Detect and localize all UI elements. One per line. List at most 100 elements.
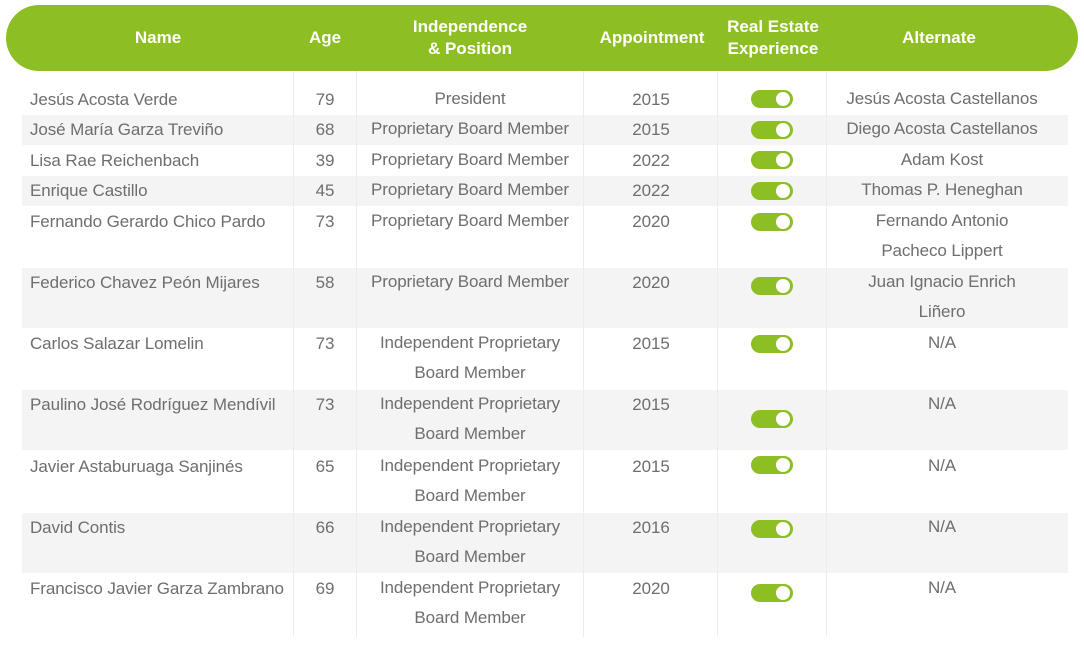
- toggle-knob: [776, 184, 790, 198]
- cell-name: Fernando Gerardo Chico Pardo: [30, 212, 266, 231]
- cell-age: 73: [315, 334, 335, 353]
- table-row: [22, 390, 1068, 450]
- cell-name: Jesús Acosta Verde: [30, 90, 178, 109]
- cell-appointment: 2020: [632, 579, 670, 598]
- toggle-knob: [776, 522, 790, 536]
- cell-appointment: 2015: [632, 90, 670, 109]
- cell-name: Enrique Castillo: [30, 181, 148, 200]
- table-row: [22, 268, 1068, 328]
- cell-appointment: 2016: [632, 518, 670, 537]
- cell-position: Proprietary Board Member: [371, 272, 569, 291]
- cell-alternate: Jesús Acosta Castellanos: [846, 89, 1038, 108]
- cell-position: Board Member: [414, 547, 526, 566]
- real-estate-toggle[interactable]: [751, 410, 793, 428]
- cell-age: 73: [315, 212, 335, 231]
- column-divider: [293, 71, 294, 637]
- header-appointment: Appointment: [599, 28, 705, 47]
- cell-alternate: Juan Ignacio Enrich: [868, 272, 1016, 291]
- cell-alternate: N/A: [927, 578, 957, 597]
- cell-name: José María Garza Treviño: [30, 120, 224, 139]
- cell-position: Board Member: [414, 363, 526, 382]
- cell-alternate: Diego Acosta Castellanos: [846, 119, 1038, 138]
- table-row: [22, 115, 1068, 145]
- cell-appointment: 2020: [632, 212, 670, 231]
- toggle-knob: [776, 337, 790, 351]
- toggle-knob: [776, 412, 790, 426]
- cell-name: Francisco Javier Garza Zambrano: [30, 579, 284, 598]
- cell-position: Independent Proprietary: [379, 517, 561, 536]
- cell-age: 45: [315, 181, 335, 200]
- cell-appointment: 2015: [632, 457, 670, 476]
- cell-alternate: Liñero: [918, 302, 966, 321]
- cell-name: Lisa Rae Reichenbach: [30, 151, 200, 170]
- cell-name: Carlos Salazar Lomelin: [30, 334, 204, 353]
- toggle-knob: [776, 586, 790, 600]
- cell-alternate: Fernando Antonio: [875, 211, 1009, 230]
- cell-appointment: 2022: [632, 151, 670, 170]
- cell-appointment: 2022: [632, 181, 670, 200]
- cell-alternate: N/A: [927, 333, 957, 352]
- real-estate-toggle[interactable]: [751, 456, 793, 474]
- cell-age: 66: [315, 518, 335, 537]
- header-age: Age: [308, 28, 342, 47]
- column-divider: [583, 71, 584, 637]
- cell-position: Independent Proprietary: [379, 578, 561, 597]
- toggle-knob: [776, 123, 790, 137]
- cell-age: 39: [315, 151, 335, 170]
- cell-age: 65: [315, 457, 335, 476]
- column-divider: [826, 71, 827, 637]
- cell-appointment: 2015: [632, 334, 670, 353]
- real-estate-toggle[interactable]: [751, 584, 793, 602]
- toggle-knob: [776, 279, 790, 293]
- cell-appointment: 2015: [632, 120, 670, 139]
- real-estate-toggle[interactable]: [751, 277, 793, 295]
- cell-alternate: N/A: [927, 517, 957, 536]
- cell-name: Federico Chavez Peón Mijares: [30, 273, 260, 292]
- cell-age: 73: [315, 395, 335, 414]
- cell-position: Board Member: [414, 486, 526, 505]
- cell-name: Javier Astaburuaga Sanjinés: [30, 457, 243, 476]
- cell-appointment: 2015: [632, 395, 670, 414]
- cell-position: President: [434, 89, 506, 108]
- cell-age: 58: [315, 273, 335, 292]
- table-row: [22, 513, 1068, 573]
- cell-alternate: Adam Kost: [900, 150, 984, 169]
- header-real-estate: Real Estate Experience: [727, 17, 819, 58]
- column-divider: [356, 71, 357, 637]
- real-estate-toggle[interactable]: [751, 213, 793, 231]
- real-estate-toggle[interactable]: [751, 335, 793, 353]
- real-estate-toggle[interactable]: [751, 121, 793, 139]
- cell-age: 69: [315, 579, 335, 598]
- cell-position: Independent Proprietary: [379, 456, 561, 475]
- toggle-knob: [776, 458, 790, 472]
- cell-name: Paulino José Rodríguez Mendívil: [30, 395, 276, 414]
- cell-alternate: N/A: [927, 394, 957, 413]
- cell-alternate: Thomas P. Heneghan: [861, 180, 1023, 199]
- cell-alternate: Pacheco Lippert: [881, 241, 1003, 260]
- header-alternate: Alternate: [902, 28, 976, 47]
- cell-name: David Contis: [30, 518, 126, 537]
- cell-position: Proprietary Board Member: [371, 150, 569, 169]
- cell-age: 68: [315, 120, 335, 139]
- toggle-knob: [776, 92, 790, 106]
- toggle-knob: [776, 153, 790, 167]
- cell-position: Proprietary Board Member: [371, 180, 569, 199]
- table-header: Name Age Independence & Position Appoint…: [6, 5, 1078, 71]
- column-divider: [717, 71, 718, 637]
- table-row: [22, 176, 1068, 206]
- cell-appointment: 2020: [632, 273, 670, 292]
- cell-position: Proprietary Board Member: [371, 211, 569, 230]
- toggle-knob: [776, 215, 790, 229]
- real-estate-toggle[interactable]: [751, 182, 793, 200]
- real-estate-toggle[interactable]: [751, 90, 793, 108]
- cell-age: 79: [315, 90, 335, 109]
- cell-alternate: N/A: [927, 456, 957, 475]
- real-estate-toggle[interactable]: [751, 151, 793, 169]
- header-name: Name: [134, 28, 182, 47]
- cell-position: Independent Proprietary: [379, 333, 561, 352]
- cell-position: Independent Proprietary: [379, 394, 561, 413]
- header-position: Independence & Position: [412, 17, 528, 58]
- real-estate-toggle[interactable]: [751, 520, 793, 538]
- cell-position: Proprietary Board Member: [371, 119, 569, 138]
